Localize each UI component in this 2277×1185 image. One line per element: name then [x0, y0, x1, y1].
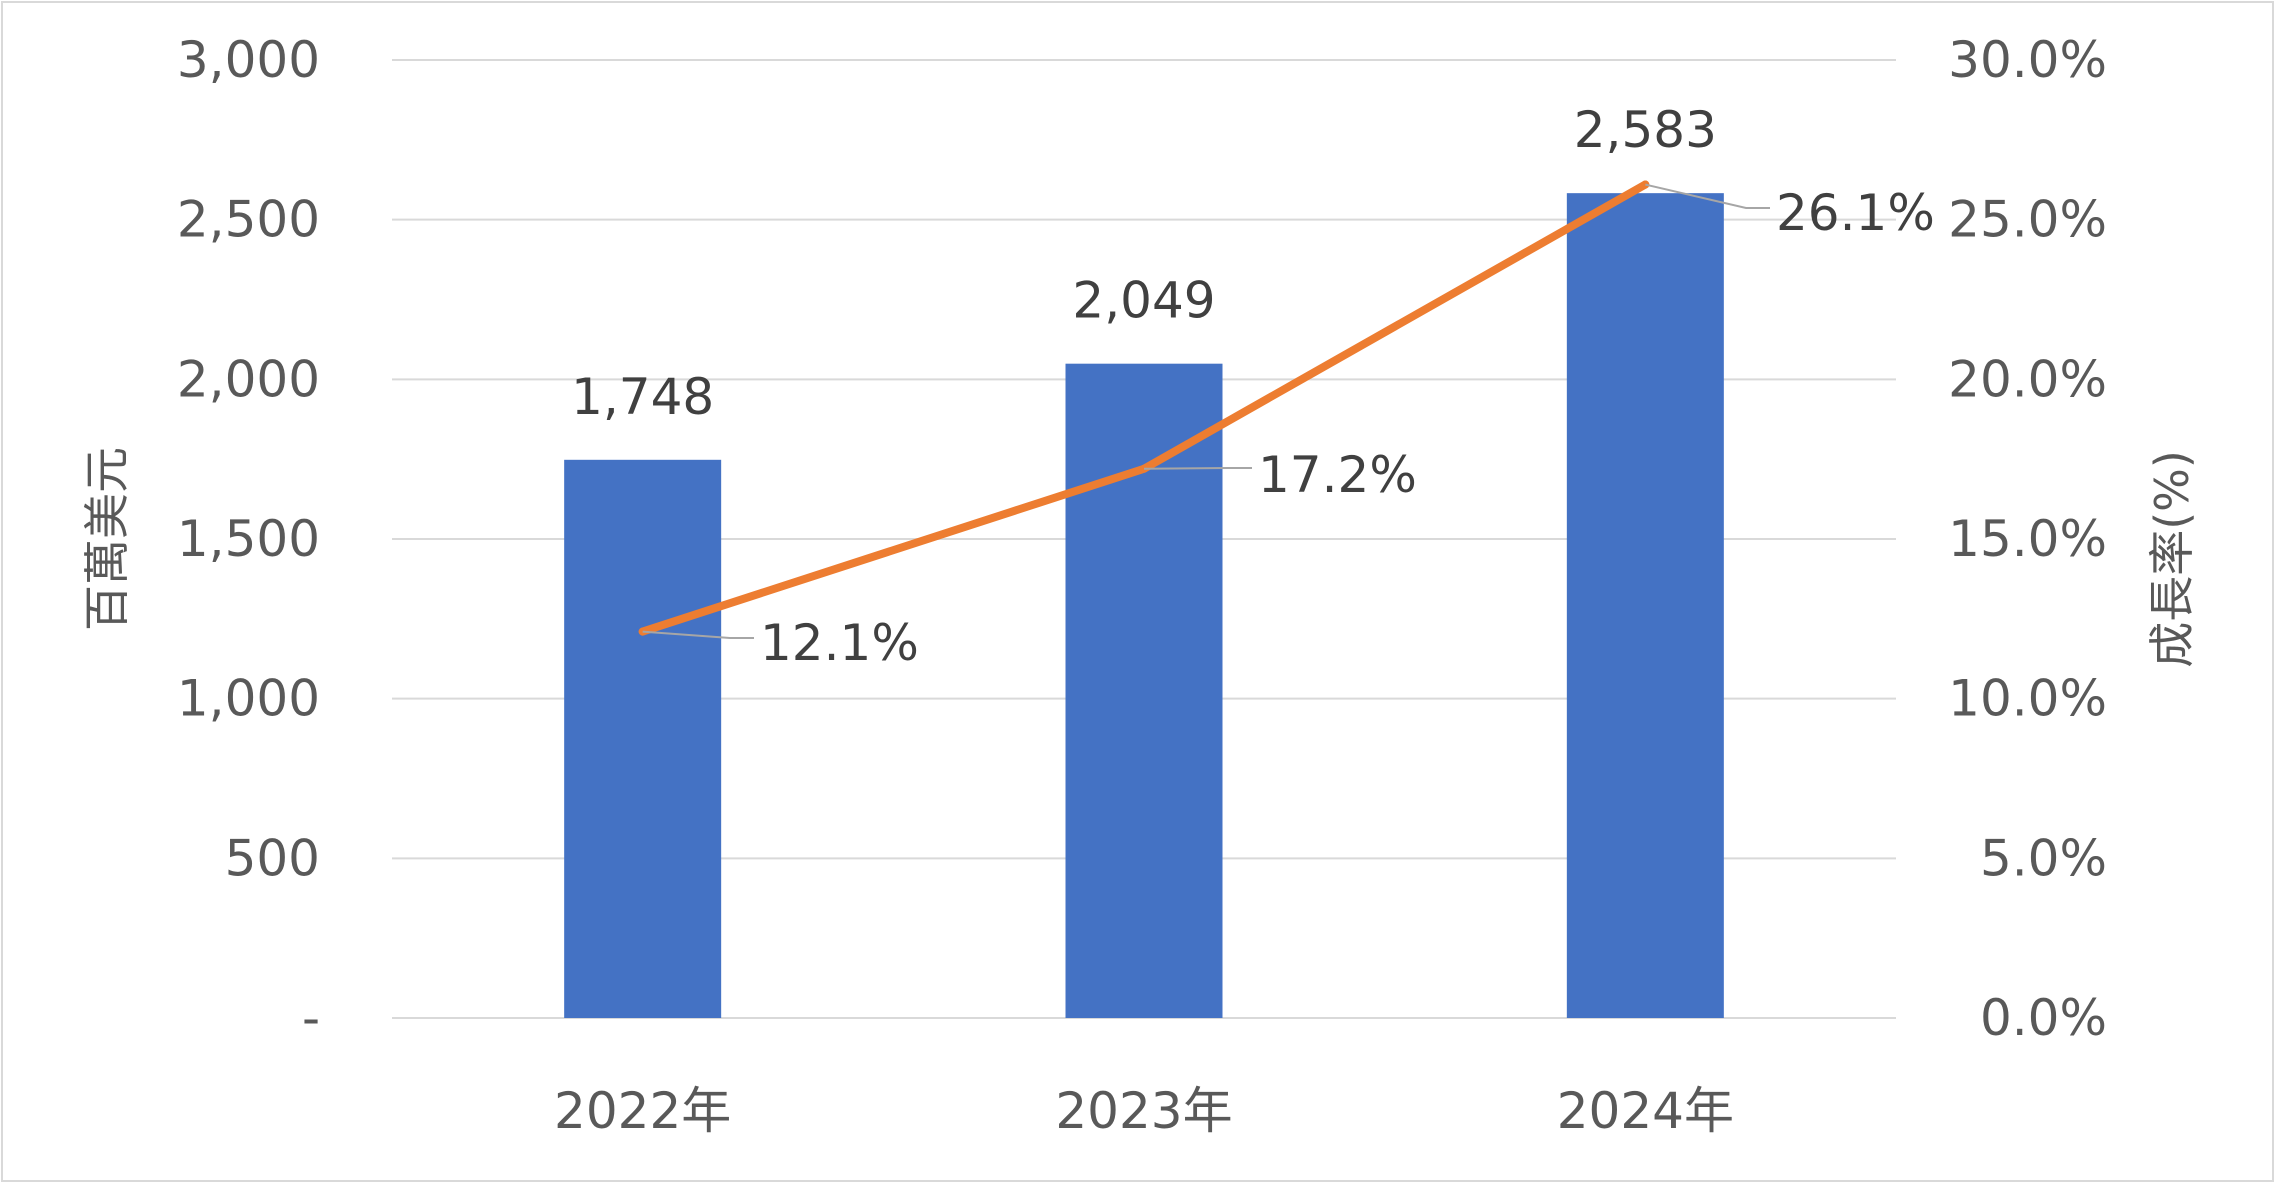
y2-tick-label-3: 15.0%: [1948, 510, 2107, 568]
y-tick-label-3: 1,500: [177, 510, 320, 568]
y-tick-label-0: -: [302, 989, 320, 1047]
y2-tick-label-6: 30.0%: [1948, 31, 2107, 89]
y-axis-title: 百萬美元: [80, 447, 134, 631]
bar-2: [1566, 193, 1724, 1019]
growth-leader-line-0: [642, 630, 754, 639]
y2-tick-label-2: 10.0%: [1948, 670, 2107, 728]
y-tick-label-4: 2,000: [177, 350, 320, 408]
y-tick-label-6: 3,000: [177, 31, 320, 89]
x-tick-label-0: 2022年: [554, 1082, 731, 1140]
y2-tick-label-4: 20.0%: [1948, 350, 2107, 408]
y-tick-label-5: 2,500: [177, 191, 320, 249]
bar-0: [564, 459, 722, 1019]
y-tick-label-2: 1,000: [177, 670, 320, 728]
growth-leader-line-1: [1143, 467, 1252, 470]
x-tick-label-1: 2023年: [1055, 1082, 1232, 1140]
growth-value-label-0: 12.1%: [760, 614, 919, 672]
bar-value-label-0: 1,748: [571, 368, 714, 426]
bar-value-label-1: 2,049: [1072, 272, 1215, 330]
y2-tick-label-5: 25.0%: [1948, 191, 2107, 249]
data-labels: 1,748 2,049 2,583 12.1% 17.2% 26.1%: [571, 101, 1935, 672]
x-tick-label-2: 2024年: [1557, 1082, 1734, 1140]
y2-axis-title: 成長率(%): [2145, 450, 2199, 668]
bar-value-label-2: 2,583: [1574, 101, 1717, 159]
y2-tick-label-1: 5.0%: [1980, 829, 2107, 887]
growth-value-label-2: 26.1%: [1776, 184, 1935, 242]
axes: - 500 1,000 1,500 2,000 2,500 3,000 0.0% 5.0% 10.…: [80, 31, 2199, 1140]
y-tick-label-1: 500: [225, 829, 320, 887]
bar-1: [1065, 363, 1223, 1018]
growth-leader-line-2: [1645, 183, 1770, 209]
y2-tick-label-0: 0.0%: [1980, 989, 2107, 1047]
bar-series: [564, 193, 1724, 1019]
growth-value-label-1: 17.2%: [1258, 446, 1417, 504]
